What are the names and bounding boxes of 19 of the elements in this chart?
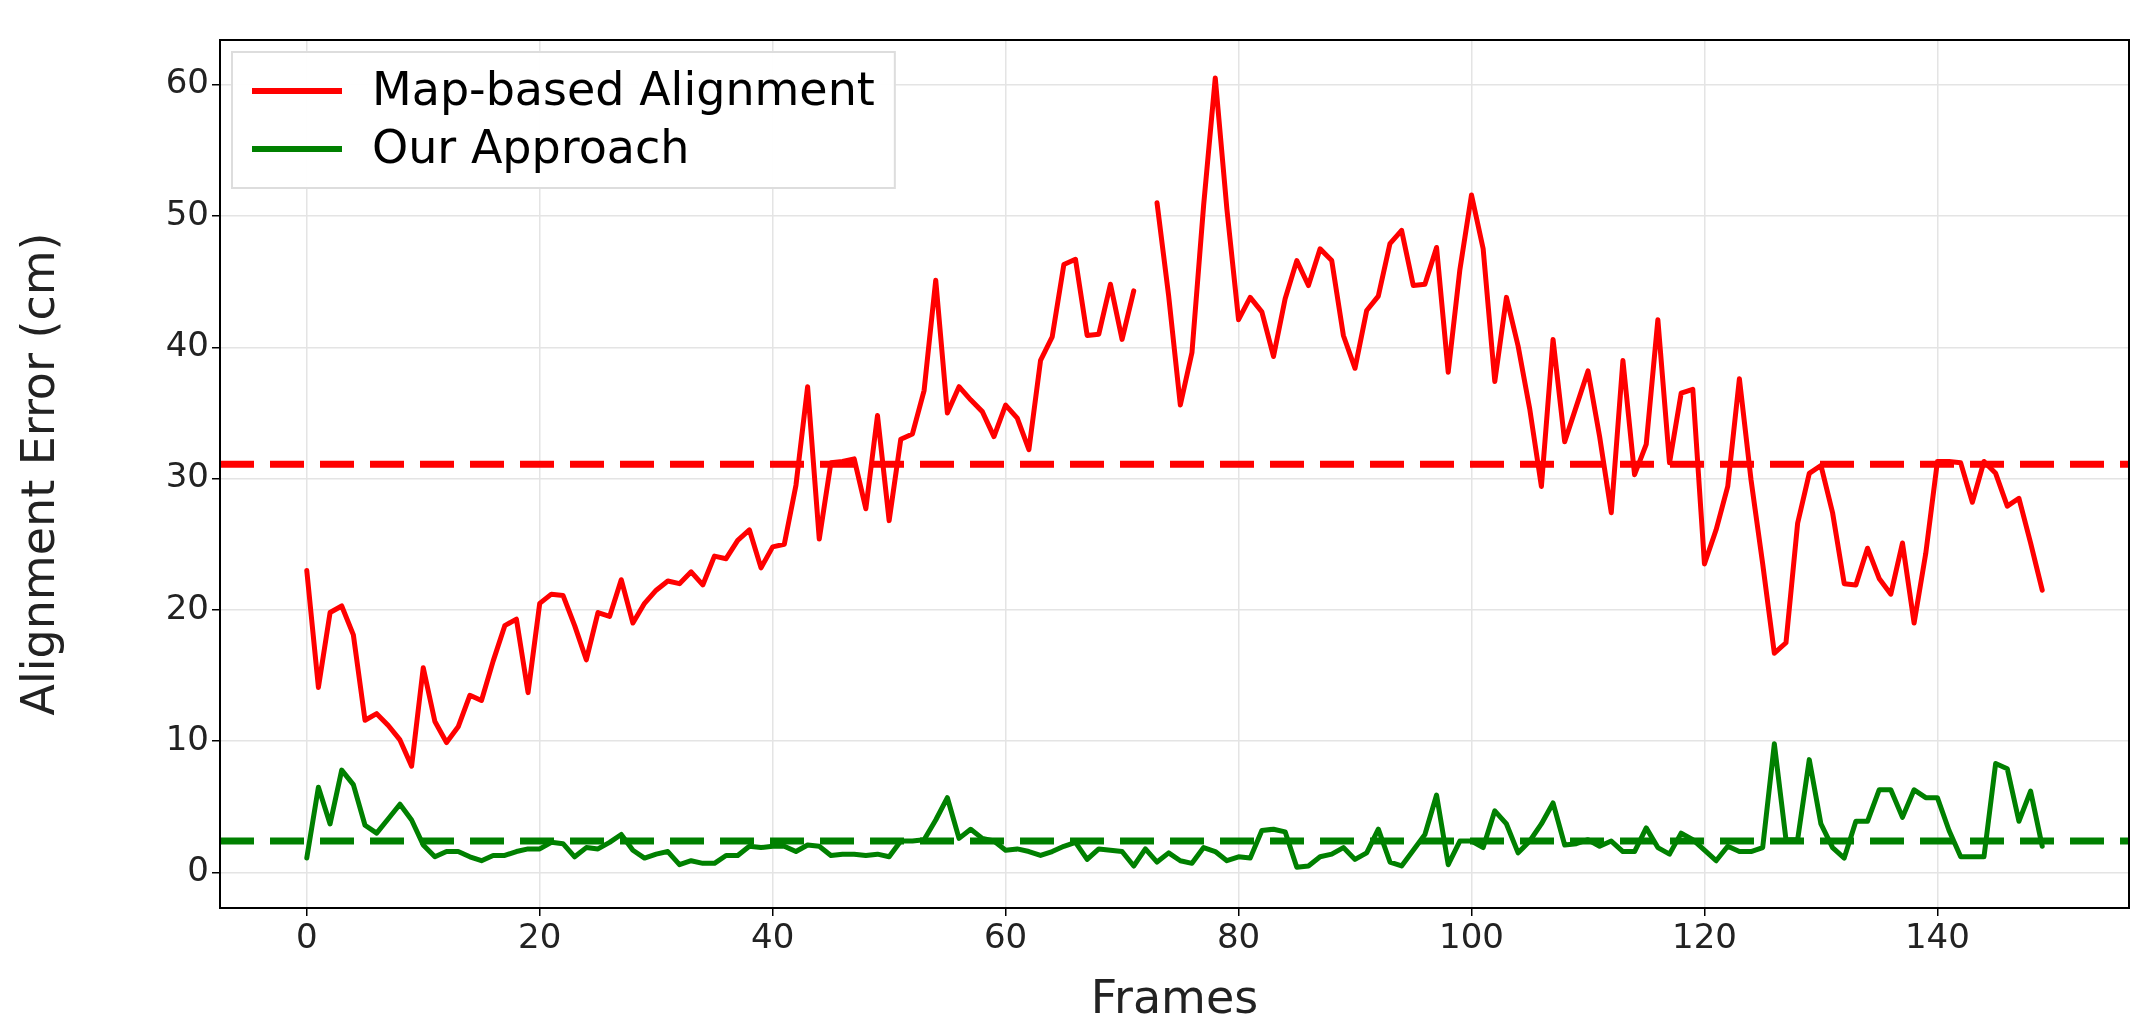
- y-tick-label: 10: [165, 718, 209, 759]
- y-axis-title: Alignment Error (cm): [10, 232, 65, 716]
- y-tick-label: 50: [165, 192, 209, 233]
- legend-label: Our Approach: [372, 119, 690, 174]
- x-tick-label: 60: [983, 916, 1028, 957]
- x-tick-label: 20: [518, 916, 562, 957]
- y-tick-label: 60: [165, 61, 209, 102]
- x-tick-label: 0: [295, 916, 318, 957]
- x-tick-label: 80: [1216, 916, 1261, 957]
- y-tick-label: 0: [187, 849, 209, 890]
- y-tick-label: 30: [165, 455, 209, 496]
- x-axis-title: Frames: [1090, 970, 1259, 1025]
- x-tick-label: 120: [1672, 916, 1737, 957]
- x-tick-label: 40: [751, 916, 795, 957]
- x-tick-label: 100: [1439, 916, 1504, 957]
- y-tick-label: 40: [165, 324, 209, 365]
- legend-label: Map-based Alignment: [372, 61, 875, 116]
- x-tick-label: 140: [1904, 916, 1970, 957]
- y-tick-label: 20: [165, 586, 209, 627]
